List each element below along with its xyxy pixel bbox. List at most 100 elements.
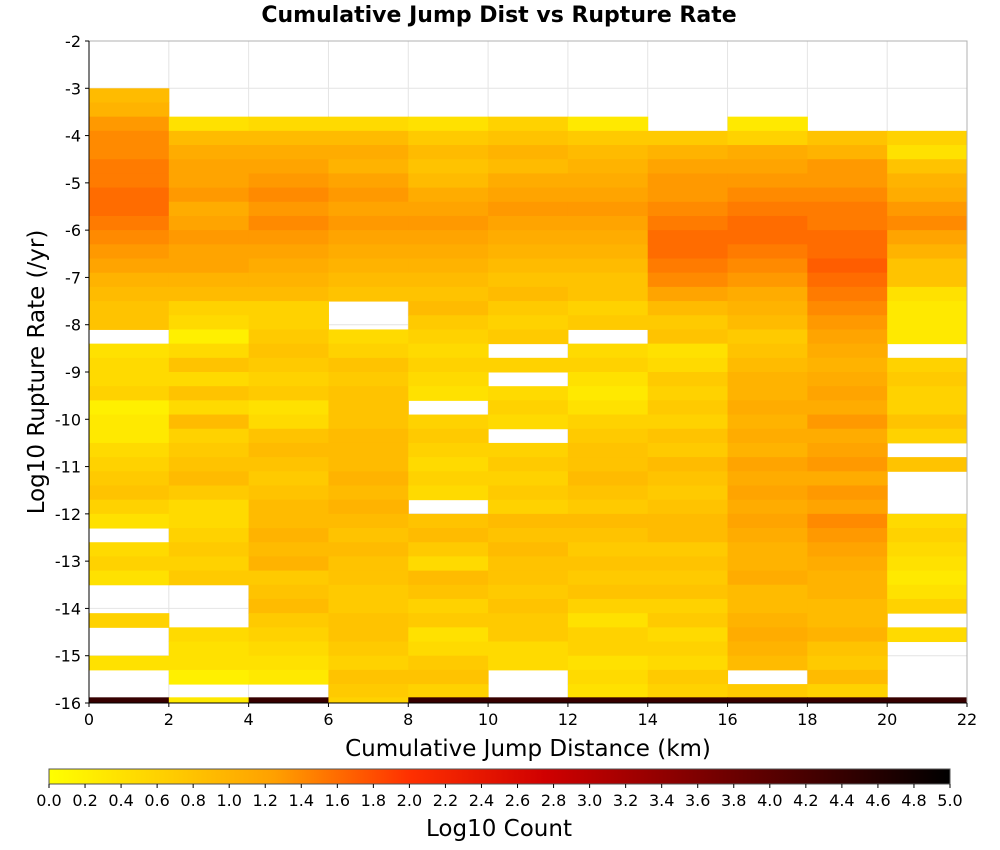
heatmap-cell [89, 513, 170, 529]
heatmap-cell [807, 400, 888, 416]
heatmap-cell [168, 230, 250, 245]
heatmap-cell [408, 315, 489, 330]
heatmap-cell [168, 414, 250, 430]
heatmap-cell [408, 598, 489, 614]
x-tick-label: 12 [558, 710, 578, 729]
heatmap-cell [408, 584, 489, 600]
x-tick-label: 22 [957, 710, 977, 729]
heatmap-cell [168, 187, 250, 203]
heatmap-cell [647, 329, 729, 345]
heatmap-cell [328, 414, 409, 430]
heatmap-cell [727, 244, 808, 260]
heatmap-cell [727, 286, 808, 302]
heatmap-cell [408, 329, 489, 345]
heatmap-cell [248, 315, 329, 330]
heatmap-cell [89, 102, 170, 118]
heatmap-cell [647, 684, 729, 699]
heatmap-cell [89, 457, 170, 472]
heatmap-cell [89, 414, 170, 430]
heatmap-cell [408, 457, 489, 472]
heatmap-cell [647, 357, 729, 373]
heatmap-cell [567, 627, 649, 643]
heatmap-cell [408, 215, 489, 231]
heatmap-cell [807, 471, 888, 486]
y-tick-label: -16 [55, 694, 81, 713]
heatmap-cell [727, 697, 808, 703]
heatmap-cell [408, 286, 489, 302]
heatmap-cell [408, 173, 489, 189]
heatmap-cell [408, 542, 489, 557]
heatmap-cell [328, 329, 409, 345]
heatmap-cell [727, 357, 808, 373]
heatmap-cell [248, 471, 329, 486]
heatmap-cell [807, 655, 888, 671]
heatmap-cell [887, 187, 968, 203]
colorbar-tick-label: 2.8 [541, 791, 566, 810]
heatmap-cell [807, 357, 888, 373]
heatmap-cell [89, 471, 170, 486]
heatmap-cell [488, 215, 569, 231]
heatmap-cell [567, 528, 649, 543]
heatmap-cell [887, 598, 968, 614]
y-tick-label: -7 [65, 268, 81, 287]
heatmap-cell [727, 457, 808, 472]
heatmap-cell [168, 513, 250, 529]
heatmap-cell [168, 442, 250, 458]
heatmap-cell [647, 286, 729, 302]
heatmap-cell [408, 684, 489, 699]
heatmap-cell [89, 215, 170, 231]
heatmap-cell [488, 627, 569, 643]
heatmap-cell [727, 315, 808, 330]
heatmap-cell [647, 315, 729, 330]
heatmap-cell [408, 641, 489, 657]
heatmap-cell [647, 499, 729, 515]
heatmap-cell [807, 684, 888, 699]
heatmap-cell [727, 130, 808, 146]
heatmap-cell [328, 641, 409, 657]
y-axis-label: Log10 Rupture Rate (/yr) [24, 230, 50, 515]
heatmap-cell [807, 230, 888, 245]
heatmap-cell [727, 613, 808, 628]
heatmap-cell [727, 442, 808, 458]
heatmap-cell [727, 513, 808, 529]
heatmap-cell [408, 485, 489, 501]
heatmap-cell [807, 528, 888, 543]
heatmap-cell [807, 442, 888, 458]
heatmap-cell [647, 485, 729, 501]
heatmap-cell [727, 159, 808, 174]
heatmap-cell [567, 400, 649, 416]
heatmap-cell [488, 386, 569, 401]
y-tick-label: -6 [65, 221, 81, 240]
heatmap-cell [488, 315, 569, 330]
heatmap-cell [647, 669, 729, 685]
heatmap-cell [328, 343, 409, 359]
heatmap-cell [328, 145, 409, 160]
heatmap-cell [567, 244, 649, 260]
heatmap-cell [727, 499, 808, 515]
colorbar-tick-label: 0.8 [180, 791, 205, 810]
heatmap-cell [408, 386, 489, 401]
heatmap-cell [807, 187, 888, 203]
heatmap-cell [488, 159, 569, 174]
heatmap-cell [887, 329, 968, 345]
heatmap-cell [89, 173, 170, 189]
heatmap-cell [488, 528, 569, 543]
heatmap-cell [248, 499, 329, 515]
heatmap-cell [89, 542, 170, 557]
heatmap-cell [488, 655, 569, 671]
heatmap-cell [488, 613, 569, 628]
heatmap-cell [328, 428, 409, 444]
heatmap-cell [248, 386, 329, 401]
heatmap-cell [408, 130, 489, 146]
heatmap-cell [887, 556, 968, 572]
heatmap-cell [647, 215, 729, 231]
heatmap-cell [807, 669, 888, 685]
heatmap-cell [168, 286, 250, 302]
heatmap-cell [887, 201, 968, 217]
heatmap-cell [488, 258, 569, 274]
colorbar-tick-label: 5.0 [937, 791, 962, 810]
heatmap-cell [168, 471, 250, 486]
heatmap-cell [168, 641, 250, 657]
y-tick-label: -4 [65, 127, 81, 146]
heatmap-cell [248, 215, 329, 231]
